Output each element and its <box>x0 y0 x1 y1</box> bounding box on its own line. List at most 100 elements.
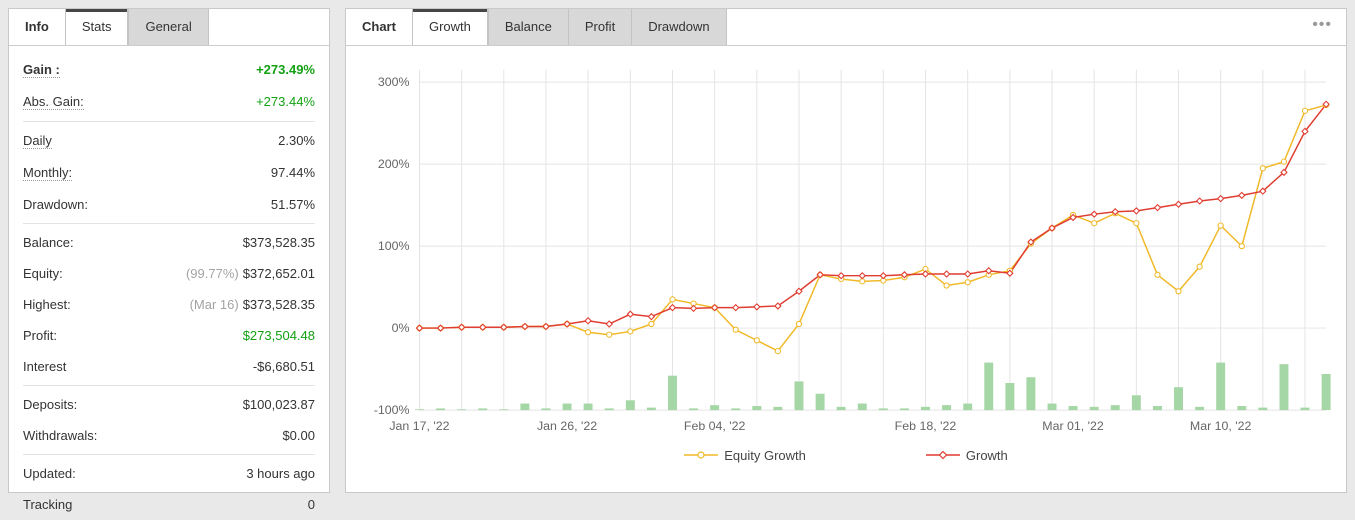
stat-label: Tracking <box>23 497 73 512</box>
more-menu-icon[interactable]: ••• <box>1312 16 1332 33</box>
stat-label: Daily <box>23 133 52 149</box>
chart-legend: Equity Growth Growth <box>346 444 1346 463</box>
stat-label: Monthly: <box>23 165 73 181</box>
stat-value-text: 3 hours ago <box>246 466 315 481</box>
stats-panel-header: Info Stats General <box>9 9 329 46</box>
legend-item-growth[interactable]: Growth <box>925 447 1008 463</box>
stat-value: 97.44% <box>271 165 315 180</box>
tab-drawdown[interactable]: Drawdown <box>631 9 727 45</box>
stat-value-prefix: (99.77%) <box>185 266 239 281</box>
legend-label: Growth <box>965 447 1008 463</box>
stat-label: Abs. Gain: <box>23 94 84 110</box>
stat-row-withdrawals: Withdrawals: $0.00 <box>23 420 315 451</box>
stat-value-text: $372,652.01 <box>242 266 315 281</box>
stat-row-highest: Highest: (Mar 16) $373,528.35 <box>23 289 315 320</box>
stat-value-text: 51.57% <box>270 197 315 212</box>
stat-value: +273.44% <box>256 94 315 109</box>
stat-value-text: +273.44% <box>256 94 315 109</box>
svg-text:Jan 17, '22: Jan 17, '22 <box>389 419 449 433</box>
legend-item-equity-growth[interactable]: Equity Growth <box>684 448 806 463</box>
stat-value-prefix: (Mar 16) <box>189 297 239 312</box>
legend-swatch-icon <box>925 450 960 460</box>
svg-text:Mar 01, '22: Mar 01, '22 <box>1042 419 1104 433</box>
stat-row-drawdown: Drawdown: 51.57% <box>23 189 315 220</box>
stat-label: Balance: <box>23 235 74 250</box>
stat-label: Profit: <box>23 328 57 343</box>
volume-bars <box>414 362 1331 411</box>
stat-value: -$6,680.51 <box>253 359 315 374</box>
stat-row-daily: Daily 2.30% <box>23 125 315 157</box>
stats-list: Gain : +273.49% Abs. Gain: +273.44% Daily 2.3… <box>9 46 329 520</box>
stat-value: 51.57% <box>271 197 315 212</box>
growth-line <box>419 103 1327 329</box>
tab-growth[interactable]: Growth <box>411 9 488 45</box>
stat-label: Drawdown: <box>23 197 89 212</box>
stat-label: Equity: <box>23 266 63 281</box>
stat-value: 2.30% <box>278 133 315 148</box>
svg-text:200%: 200% <box>378 157 410 171</box>
stat-value: 3 hours ago <box>246 466 315 481</box>
stat-value-text: 97.44% <box>270 165 315 180</box>
chart-panel: Chart Growth Balance Profit Drawdown ••• -1… <box>345 8 1347 493</box>
stat-row-equity: Equity: (99.77%) $372,652.01 <box>23 258 315 289</box>
stat-row-monthly: Monthly: 97.44% <box>23 157 315 189</box>
stat-row-interest: Interest -$6,680.51 <box>23 351 315 382</box>
stat-row-balance: Balance: $373,528.35 <box>23 227 315 258</box>
info-panel-label: Info <box>25 19 49 34</box>
chart-panel-tabs: Growth Balance Profit Drawdown <box>411 9 727 45</box>
tab-general[interactable]: General <box>128 9 209 45</box>
stat-label: Withdrawals: <box>23 428 98 443</box>
growth-chart: -100% 0% 100% 200% 300% Jan 17, '22 Jan 26, '2… <box>346 46 1346 444</box>
section-divider <box>23 223 315 224</box>
tab-profit[interactable]: Profit <box>567 9 632 45</box>
stat-value-text: $100,023.87 <box>242 397 315 412</box>
stat-value: 0 <box>308 497 315 512</box>
svg-text:Jan 26, '22: Jan 26, '22 <box>537 419 597 433</box>
chart-panel-label: Chart <box>362 19 396 34</box>
equity-growth-line <box>419 104 1327 353</box>
x-axis-labels: Jan 17, '22 Jan 26, '22 Feb 04, '22 Feb 18,… <box>389 419 1251 433</box>
stat-label: Highest: <box>23 297 71 312</box>
section-divider <box>23 454 315 455</box>
stat-value-text: $373,528.35 <box>242 235 315 250</box>
growth-chart-canvas[interactable]: -100% 0% 100% 200% 300% Jan 17, '22 Jan 26, '2… <box>350 52 1342 444</box>
y-axis-labels: -100% 0% 100% 200% 300% <box>374 75 410 417</box>
svg-text:-100%: -100% <box>374 403 410 417</box>
stat-row-updated: Updated: 3 hours ago <box>23 458 315 489</box>
stat-row-tracking: Tracking 0 <box>23 489 315 520</box>
section-divider <box>23 121 315 122</box>
stat-row-abs-gain: Abs. Gain: +273.44% <box>23 86 315 118</box>
stat-value-text: -$6,680.51 <box>252 359 315 374</box>
stat-value-text: $373,528.35 <box>242 297 315 312</box>
stat-value-text: 0 <box>307 497 315 512</box>
svg-text:0%: 0% <box>392 321 410 335</box>
stats-panel: Info Stats General Gain : +273.49% Abs. Gai… <box>8 8 330 512</box>
stat-label: Interest <box>23 359 67 374</box>
widget-container: Info Stats General Gain : +273.49% Abs. Gai… <box>8 8 1347 512</box>
page: { "left_panel": { "label": "Info", "tabs… <box>8 8 1347 512</box>
stat-row-profit: Profit: $273,504.48 <box>23 320 315 351</box>
stat-label: Gain : <box>23 62 60 78</box>
stat-value: (Mar 16) $373,528.35 <box>190 297 315 312</box>
stat-row-gain: Gain : +273.49% <box>23 54 315 86</box>
svg-text:100%: 100% <box>378 239 410 253</box>
svg-text:Feb 18, '22: Feb 18, '22 <box>895 419 957 433</box>
stat-value: $273,504.48 <box>243 328 315 343</box>
chart-panel-header: Chart Growth Balance Profit Drawdown ••• <box>346 9 1346 46</box>
svg-text:Mar 10, '22: Mar 10, '22 <box>1190 419 1252 433</box>
stat-value-text: $0.00 <box>282 428 315 443</box>
tab-stats[interactable]: Stats <box>64 9 129 45</box>
stat-value-text: 2.30% <box>278 133 315 148</box>
tab-balance[interactable]: Balance <box>487 9 568 45</box>
svg-text:300%: 300% <box>378 75 410 89</box>
stats-panel-tabs: Stats General <box>64 9 209 45</box>
stat-value: $100,023.87 <box>243 397 315 412</box>
stat-label: Updated: <box>23 466 76 481</box>
stat-value: +273.49% <box>256 62 315 77</box>
stat-row-deposits: Deposits: $100,023.87 <box>23 389 315 420</box>
growth-markers <box>415 100 1330 332</box>
section-divider <box>23 385 315 386</box>
stat-value: $0.00 <box>282 428 315 443</box>
equity-growth-markers <box>416 101 1330 355</box>
legend-label: Equity Growth <box>724 447 806 463</box>
